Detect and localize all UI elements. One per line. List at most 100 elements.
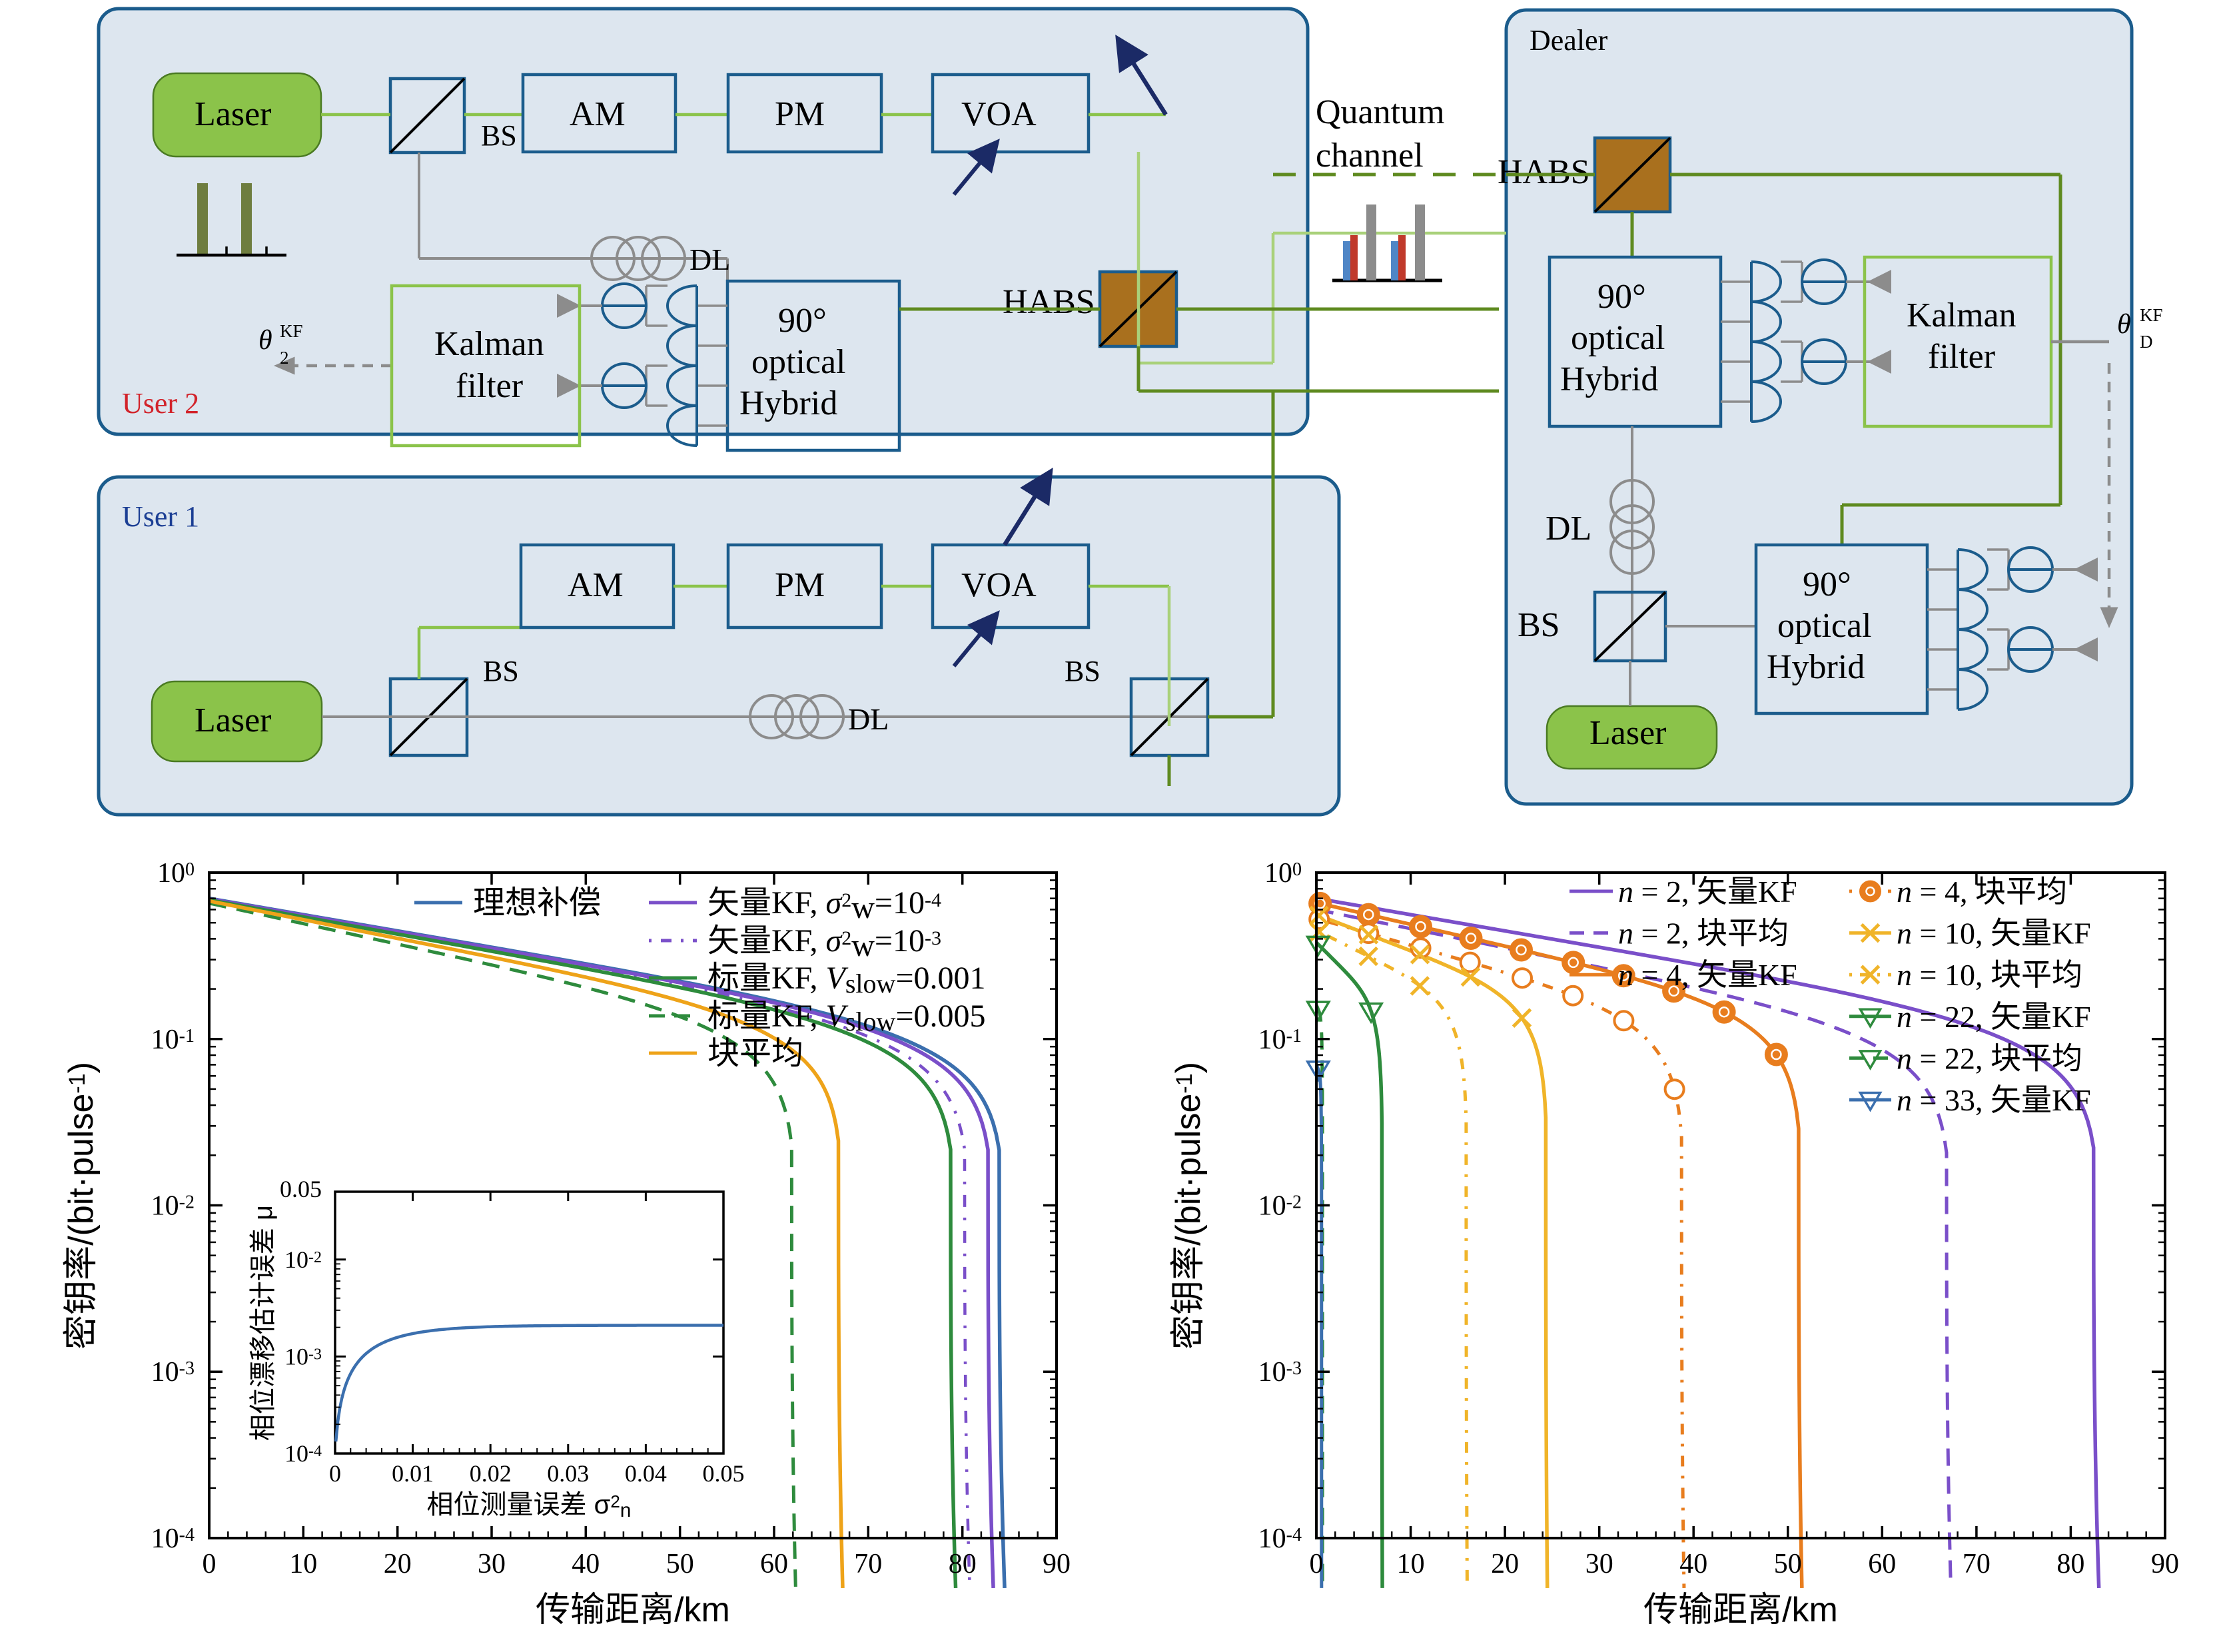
svg-text:20: 20 [1491,1549,1519,1579]
svg-text:10-3: 10-3 [151,1357,195,1388]
svg-text:n = 2, 块平均: n = 2, 块平均 [1618,917,1789,951]
svg-text:HABS: HABS [1498,153,1590,191]
svg-text:30: 30 [1585,1549,1613,1579]
svg-text:DL: DL [689,242,730,276]
svg-text:10: 10 [1397,1549,1425,1579]
svg-text:10-1: 10-1 [1258,1025,1302,1055]
svg-text:0: 0 [203,1549,217,1579]
svg-text:传输距离/km: 传输距离/km [536,1591,730,1629]
svg-text:90: 90 [2151,1549,2179,1579]
svg-text:KF: KF [2140,305,2163,325]
svg-text:10-4: 10-4 [1258,1523,1302,1554]
svg-text:BS: BS [1065,655,1101,687]
svg-text:0.05: 0.05 [703,1460,745,1487]
svg-text:40: 40 [572,1549,600,1579]
svg-text:10-2: 10-2 [151,1191,195,1222]
svg-text:PM: PM [775,95,825,133]
svg-text:n = 4, 矢量KF: n = 4, 矢量KF [1618,958,1797,992]
svg-text:BS: BS [483,655,519,687]
svg-text:optical: optical [1777,607,1872,645]
svg-text:10: 10 [289,1549,317,1579]
svg-text:KF: KF [280,321,303,341]
svg-text:n = 10, 块平均: n = 10, 块平均 [1897,958,2082,992]
svg-text:60: 60 [760,1549,788,1579]
svg-text:Laser: Laser [195,701,271,739]
svg-text:矢量KF, σ2w=10-3: 矢量KF, σ2w=10-3 [707,923,941,963]
svg-text:0: 0 [1310,1549,1324,1579]
svg-text:相位漂移估计误差 μ: 相位漂移估计误差 μ [248,1205,278,1441]
svg-text:密钥率/(bit·pulse-1): 密钥率/(bit·pulse-1) [1169,1062,1208,1350]
svg-text:密钥率/(bit·pulse-1): 密钥率/(bit·pulse-1) [62,1062,101,1350]
svg-text:n = 2, 矢量KF: n = 2, 矢量KF [1618,875,1797,909]
svg-text:θ: θ [2117,309,2131,340]
svg-text:0.01: 0.01 [392,1460,434,1487]
svg-text:50: 50 [666,1549,694,1579]
svg-text:optical: optical [1571,319,1665,357]
svg-text:30: 30 [478,1549,506,1579]
svg-text:BS: BS [1518,606,1560,644]
svg-text:90°: 90° [1597,278,1646,316]
svg-text:n = 33, 矢量KF: n = 33, 矢量KF [1897,1083,2091,1117]
svg-text:DL: DL [848,702,889,736]
svg-text:0.04: 0.04 [625,1460,667,1487]
svg-text:10-4: 10-4 [284,1440,322,1467]
svg-text:User 2: User 2 [122,387,199,420]
svg-text:传输距离/km: 传输距离/km [1643,1591,1838,1629]
svg-text:100: 100 [157,858,195,889]
svg-text:θ: θ [258,325,272,356]
svg-text:10-3: 10-3 [284,1343,322,1370]
svg-text:Hybrid: Hybrid [1560,360,1658,398]
svg-text:理想补偿: 理想补偿 [473,885,601,921]
svg-text:User 1: User 1 [122,500,199,533]
svg-text:标量KF, Vslow=0.005: 标量KF, Vslow=0.005 [707,999,986,1036]
svg-text:Quantum: Quantum [1316,93,1445,131]
svg-text:10-2: 10-2 [1258,1191,1302,1222]
svg-text:20: 20 [384,1549,412,1579]
svg-text:矢量KF, σ2w=10-4: 矢量KF, σ2w=10-4 [707,885,941,925]
svg-text:块平均: 块平均 [707,1036,803,1071]
svg-text:channel: channel [1316,137,1424,175]
svg-text:标量KF, Vslow=0.001: 标量KF, Vslow=0.001 [707,961,986,999]
svg-text:10-4: 10-4 [151,1523,195,1554]
svg-text:90°: 90° [1803,566,1851,604]
svg-text:VOA: VOA [961,95,1037,133]
svg-text:Laser: Laser [1589,714,1666,752]
svg-text:HABS: HABS [1003,283,1095,321]
svg-text:0.02: 0.02 [470,1460,512,1487]
svg-text:filter: filter [1928,338,1995,376]
svg-text:0.03: 0.03 [547,1460,589,1487]
svg-text:Dealer: Dealer [1530,24,1608,57]
svg-text:100: 100 [1264,858,1302,889]
svg-text:70: 70 [854,1549,882,1579]
svg-text:filter: filter [456,367,523,405]
svg-text:0: 0 [329,1460,341,1487]
svg-text:10-2: 10-2 [284,1246,322,1273]
svg-text:10-1: 10-1 [151,1025,195,1055]
svg-text:相位测量误差 σ2n: 相位测量误差 σ2n [427,1490,632,1521]
svg-text:DL: DL [1546,510,1591,548]
svg-text:Hybrid: Hybrid [1767,648,1865,686]
svg-text:AM: AM [568,566,624,604]
svg-text:60: 60 [1868,1549,1896,1579]
svg-text:2: 2 [280,348,289,368]
svg-text:90°: 90° [778,302,827,340]
svg-text:50: 50 [1774,1549,1802,1579]
svg-text:Laser: Laser [195,95,271,133]
svg-text:0.05: 0.05 [280,1176,322,1202]
svg-text:optical: optical [751,343,846,381]
svg-text:80: 80 [949,1549,977,1579]
svg-text:PM: PM [775,566,825,604]
svg-text:10-3: 10-3 [1258,1357,1302,1388]
svg-text:n = 10, 矢量KF: n = 10, 矢量KF [1897,917,2091,951]
svg-text:80: 80 [2056,1549,2084,1579]
svg-text:BS: BS [481,119,517,152]
svg-text:Hybrid: Hybrid [739,384,837,422]
svg-text:AM: AM [570,95,626,133]
svg-text:Kalman: Kalman [434,325,544,363]
svg-text:n = 22, 块平均: n = 22, 块平均 [1897,1041,2082,1075]
svg-text:40: 40 [1679,1549,1707,1579]
svg-text:VOA: VOA [961,566,1037,604]
svg-text:Kalman: Kalman [1907,296,2016,334]
svg-text:90: 90 [1043,1549,1071,1579]
svg-text:n = 22, 矢量KF: n = 22, 矢量KF [1897,1000,2091,1034]
